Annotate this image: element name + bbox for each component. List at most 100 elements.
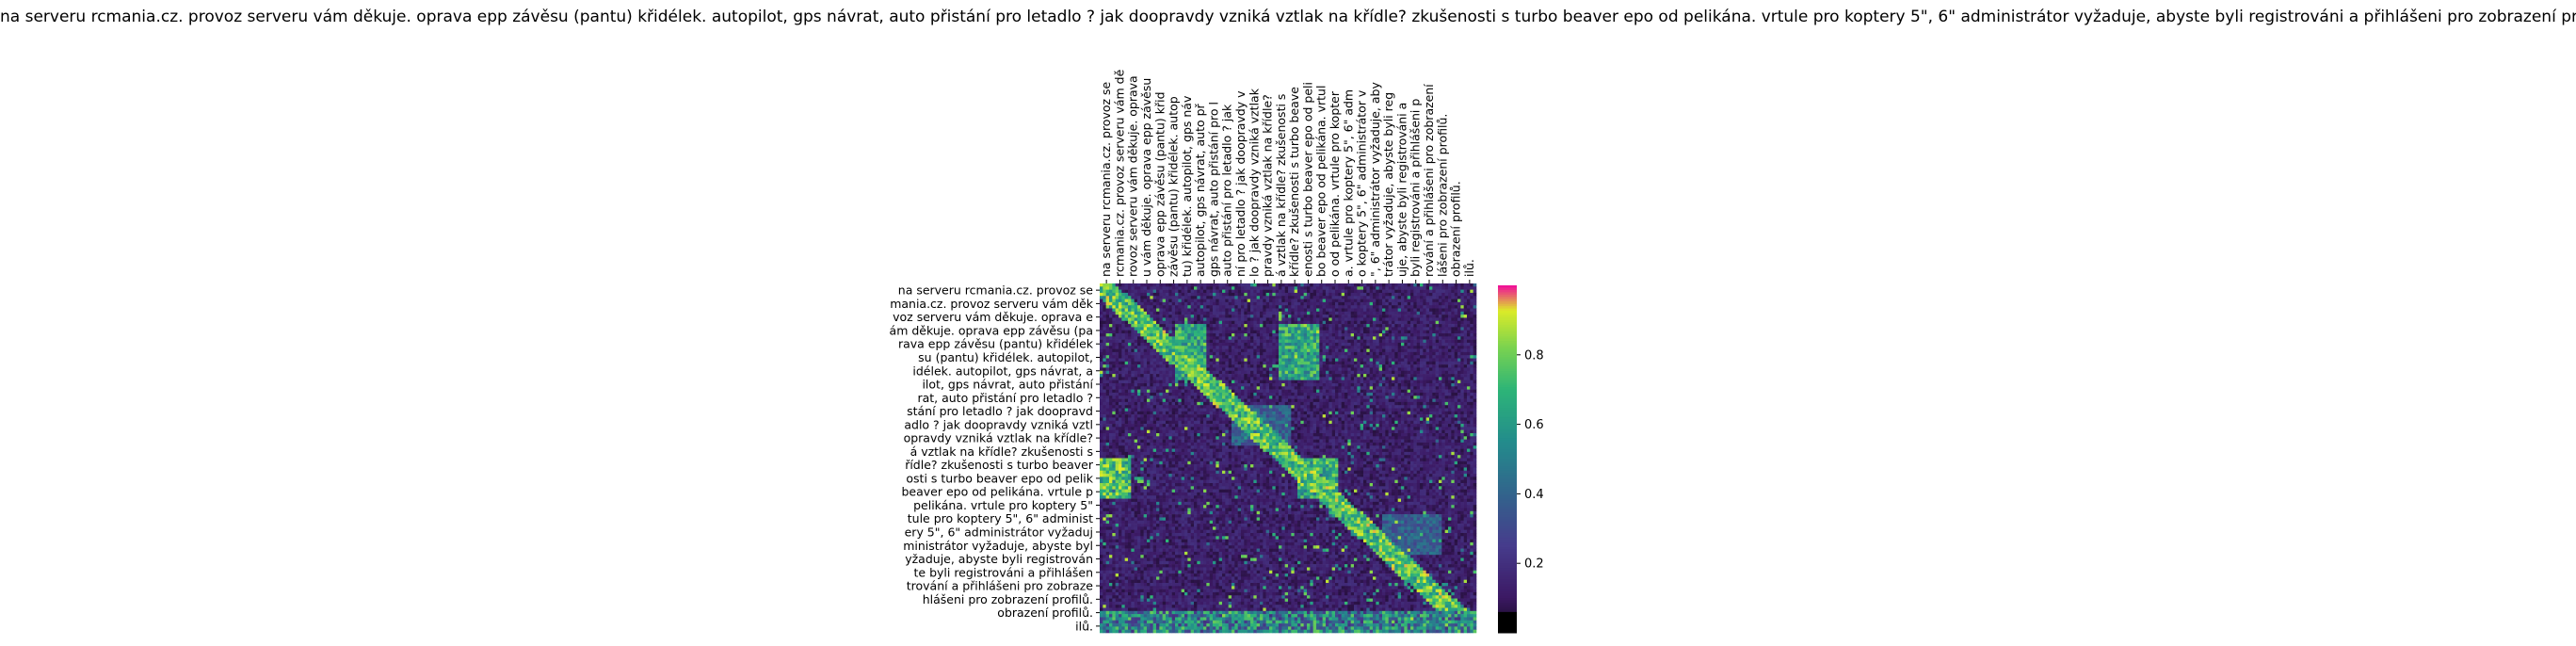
heatmap-cell [1203,355,1207,359]
heatmap-cell [1112,299,1116,303]
heatmap-cell [1429,355,1433,359]
heatmap-cell [1291,292,1295,297]
heatmap-cell [1385,374,1389,378]
heatmap-cell [1222,348,1226,353]
heatmap-cell [1376,380,1379,384]
heatmap-cell [1105,327,1110,331]
heatmap-cell [1354,320,1358,325]
heatmap-cell [1366,348,1370,353]
heatmap-cell [1152,311,1157,315]
heatmap-cell [1263,389,1266,394]
heatmap-cell [1256,392,1261,396]
heatmap-cell [1284,330,1289,334]
heatmap-cell [1344,383,1348,387]
heatmap-cell [1394,283,1398,287]
heatmap-cell [1275,351,1280,356]
heatmap-cell [1385,405,1389,409]
heatmap-cell [1297,299,1301,303]
heatmap-cell [1228,292,1232,297]
heatmap-cell [1316,364,1320,368]
heatmap-cell [1425,289,1430,294]
heatmap-cell [1410,380,1414,384]
heatmap-cell [1143,358,1148,363]
heatmap-cell [1423,299,1426,303]
heatmap-cell [1454,320,1458,325]
heatmap-cell [1360,361,1364,365]
heatmap-cell [1360,401,1364,406]
heatmap-cell [1470,283,1473,287]
heatmap-cell [1105,296,1110,299]
heatmap-cell [1376,333,1379,337]
heatmap-cell [1103,286,1106,290]
heatmap-cell [1162,348,1167,353]
heatmap-cell [1279,286,1282,290]
heatmap-cell [1260,346,1264,349]
heatmap-cell [1416,405,1421,409]
heatmap-cell [1473,317,1477,322]
heatmap-cell [1137,392,1141,396]
heatmap-cell [1376,286,1379,290]
heatmap-cell [1218,392,1223,396]
heatmap-cell [1225,308,1229,313]
heatmap-cell [1420,292,1424,297]
heatmap-cell [1344,396,1348,399]
heatmap-cell [1152,377,1157,380]
heatmap-cell [1269,361,1273,365]
heatmap-cell [1467,386,1471,390]
heatmap-cell [1326,308,1329,313]
heatmap-cell [1213,380,1216,384]
heatmap-cell [1350,289,1355,294]
heatmap-cell [1376,396,1379,399]
heatmap-cell [1335,358,1339,363]
heatmap-cell [1341,286,1345,290]
heatmap-cell [1401,292,1405,297]
heatmap-cell [1382,383,1386,387]
heatmap-cell [1272,330,1276,334]
heatmap-cell [1115,351,1119,356]
heatmap-cell [1432,289,1436,294]
heatmap-cell [1105,396,1110,399]
heatmap-cell [1168,289,1172,294]
heatmap-cell [1312,389,1317,394]
heatmap-cell [1448,377,1452,380]
heatmap-cell [1284,339,1289,344]
heatmap-cell [1199,411,1204,415]
heatmap-cell [1269,286,1273,290]
heatmap-cell [1350,380,1355,384]
heatmap-cell [1335,398,1339,403]
heatmap-cell [1397,370,1402,375]
heatmap-cell [1470,392,1473,396]
heatmap-cell [1241,315,1245,318]
heatmap-cell [1397,396,1402,399]
heatmap-cell [1244,405,1248,409]
heatmap-cell [1128,348,1132,353]
heatmap-cell [1103,386,1106,390]
heatmap-cell [1159,336,1163,340]
heatmap-cell [1225,367,1229,372]
heatmap-cell [1100,299,1103,303]
heatmap-cell [1131,315,1135,318]
heatmap-cell [1178,392,1182,396]
heatmap-cell [1162,405,1167,409]
heatmap-cell [1168,283,1172,287]
heatmap-cell [1168,392,1172,396]
heatmap-cell [1213,308,1216,313]
heatmap-cell [1319,398,1323,403]
heatmap-cell [1460,398,1464,403]
heatmap-cell [1473,292,1477,297]
heatmap-cell [1121,305,1125,309]
heatmap-cell [1247,364,1251,368]
heatmap-cell [1171,315,1176,318]
heatmap-cell [1350,311,1355,315]
heatmap-cell [1115,289,1119,294]
heatmap-cell [1260,315,1264,318]
heatmap-cell [1347,361,1351,365]
heatmap-cell [1463,299,1468,303]
heatmap-cell [1473,320,1477,325]
heatmap-cell [1187,317,1191,322]
heatmap-cell [1401,289,1405,294]
heatmap-cell [1397,389,1402,394]
heatmap-cell [1150,361,1153,365]
heatmap-cell [1397,392,1402,396]
heatmap-cell [1312,392,1317,396]
